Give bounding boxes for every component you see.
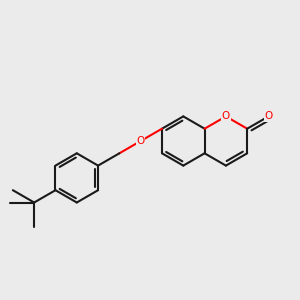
Text: O: O — [222, 111, 230, 122]
Text: O: O — [136, 136, 145, 146]
Text: O: O — [264, 111, 273, 122]
